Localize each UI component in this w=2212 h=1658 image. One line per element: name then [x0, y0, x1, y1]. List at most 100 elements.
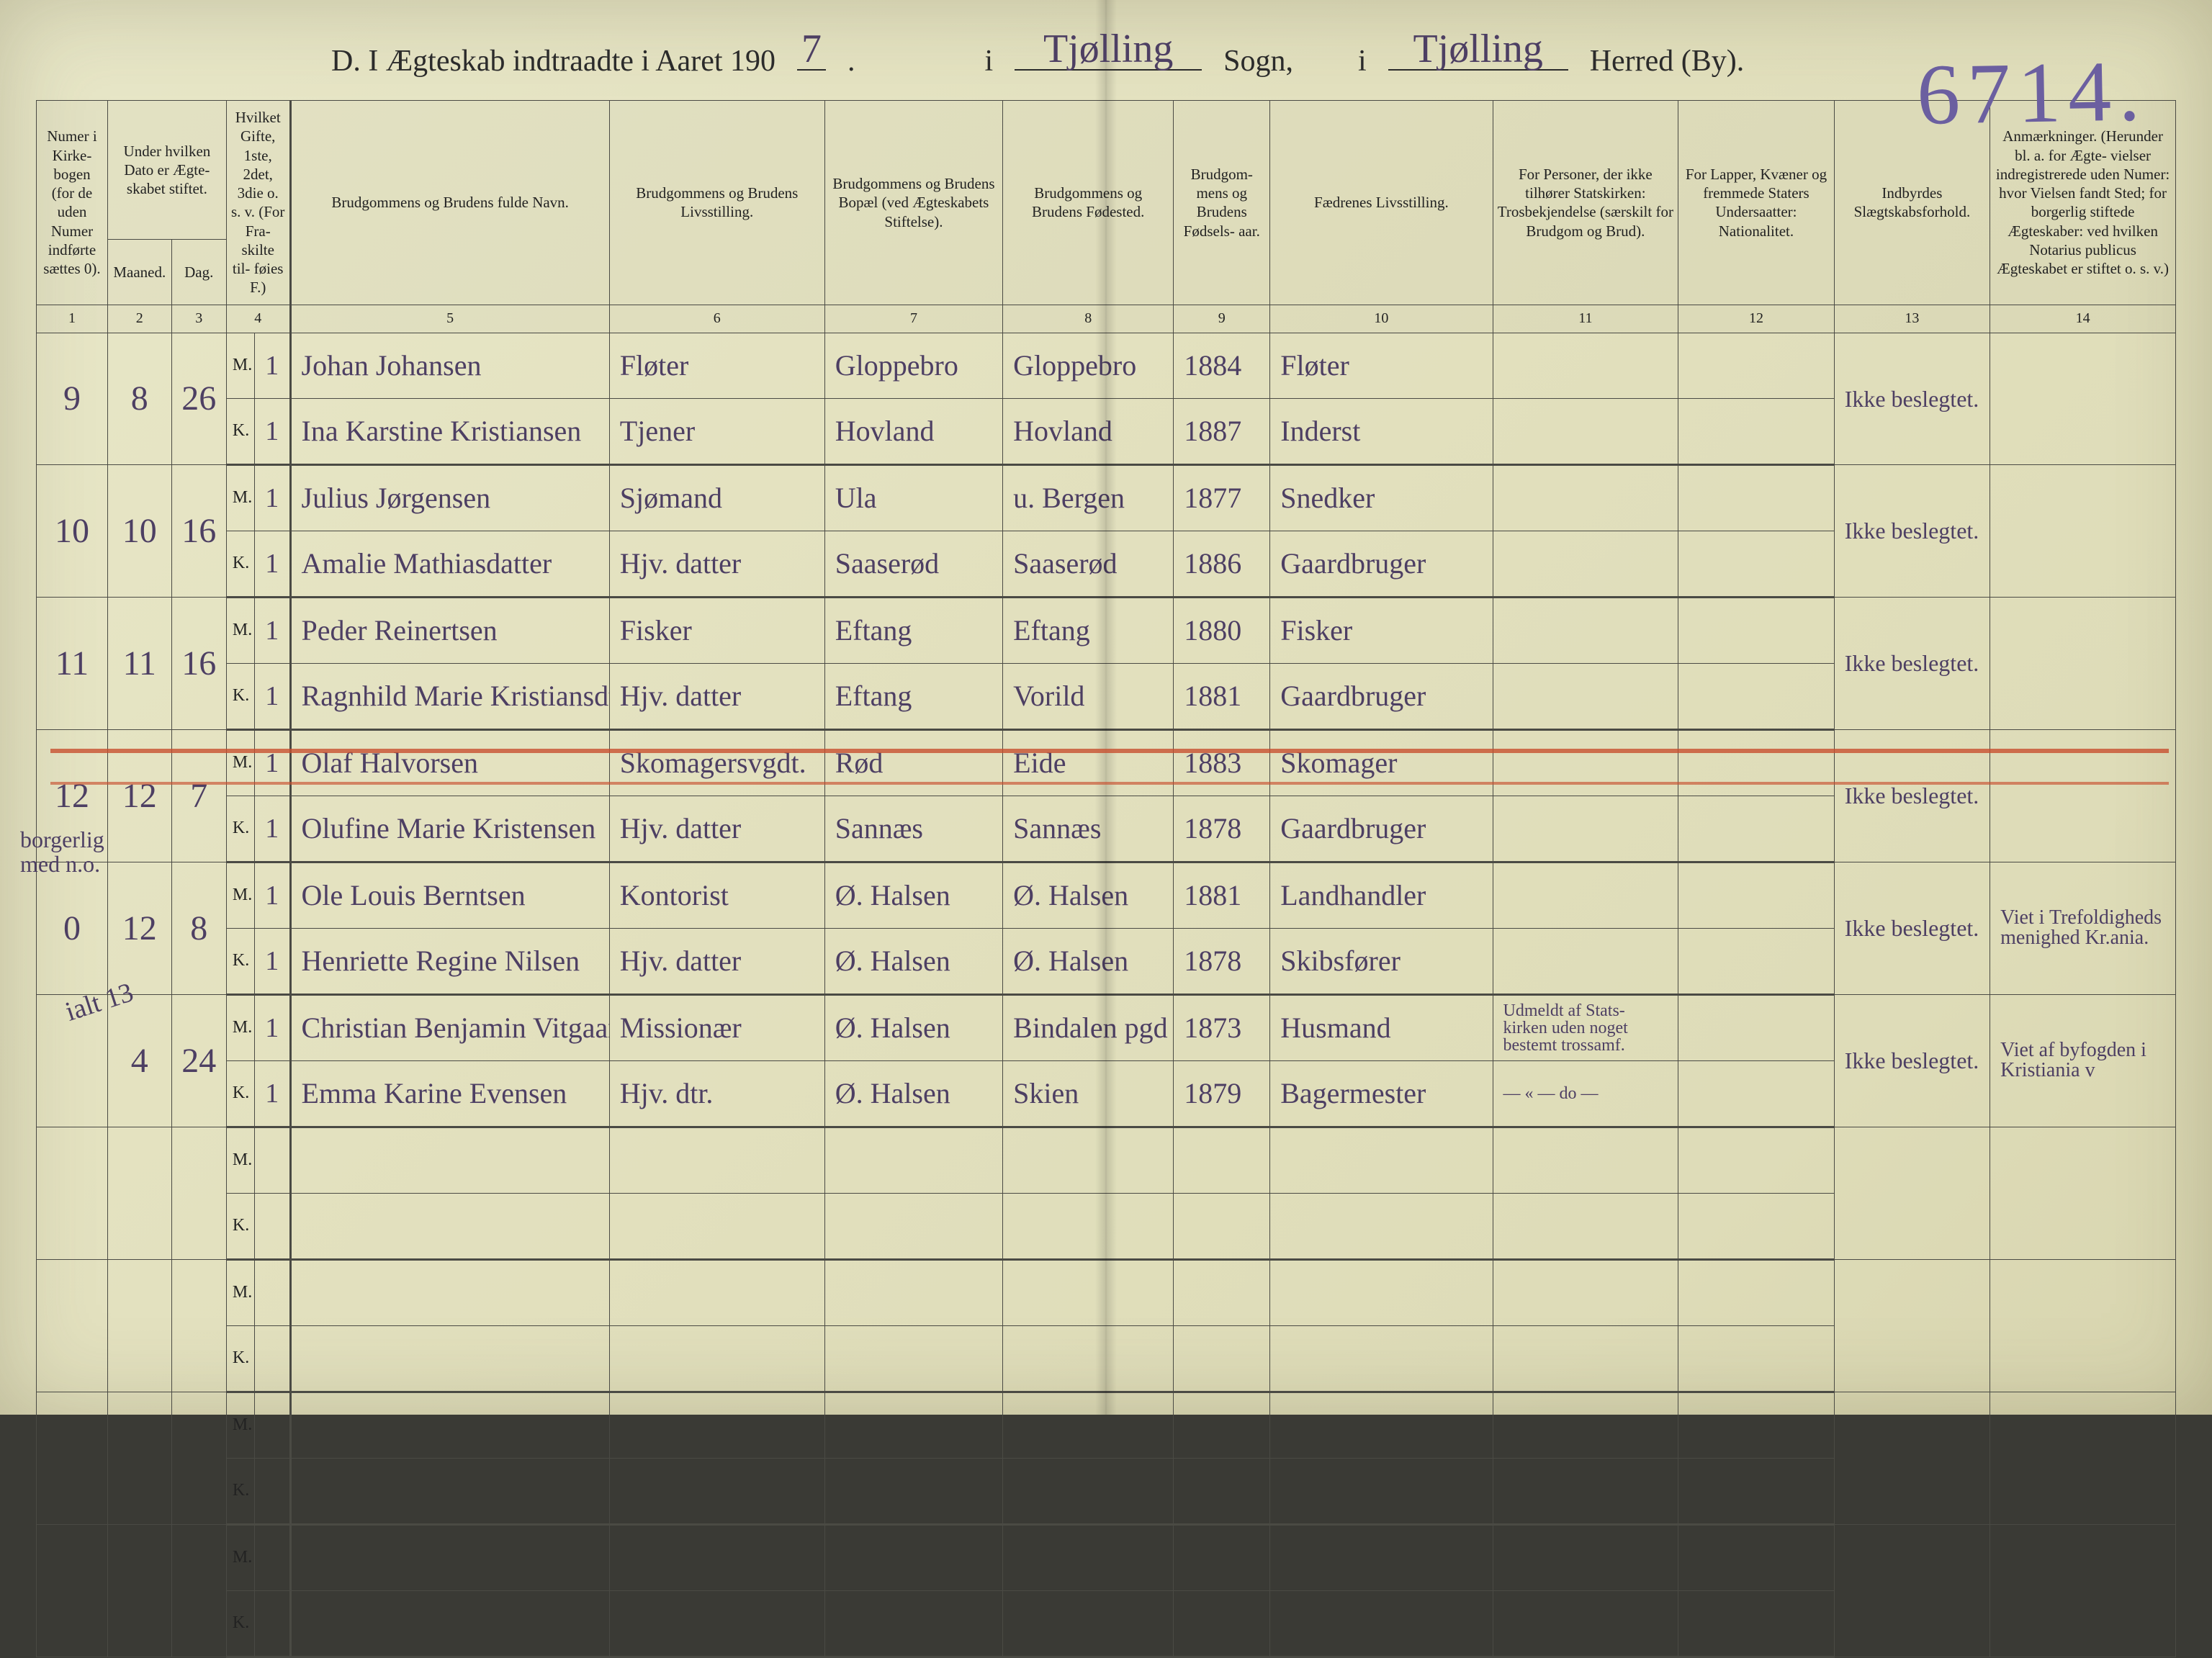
year-k: 1881 [1174, 663, 1270, 729]
blank [1678, 1193, 1834, 1259]
gifte-k: 1 [255, 1060, 290, 1127]
colnum: 3 [171, 305, 226, 333]
c11-m [1493, 729, 1678, 796]
entry-day: 24 [171, 994, 226, 1127]
c12-m [1678, 597, 1834, 663]
mk-label-k: K. [226, 398, 254, 464]
father-k: Gaardbruger [1270, 663, 1493, 729]
blank [1270, 1127, 1493, 1193]
blank [1990, 1259, 2176, 1392]
occ-k: Tjener [609, 398, 824, 464]
blank-row-m: M. [37, 1259, 2176, 1325]
blank [1834, 1524, 1990, 1657]
c12-m [1678, 333, 1834, 398]
blank [171, 1392, 226, 1524]
blank [1493, 1127, 1678, 1193]
colnum: 8 [1003, 305, 1174, 333]
c12-k [1678, 663, 1834, 729]
year-k: 1878 [1174, 928, 1270, 994]
entry-number: 10 [37, 464, 108, 597]
blank [1003, 1524, 1174, 1590]
birthplace-k: Hovland [1003, 398, 1174, 464]
year-k: 1878 [1174, 796, 1270, 862]
blank [1493, 1259, 1678, 1325]
birthplace-k: Skien [1003, 1060, 1174, 1127]
c12-k [1678, 398, 1834, 464]
entry-row-m: 424M.1Christian Benjamin Vitgaar Johnsen… [37, 994, 2176, 1060]
blank [1493, 1524, 1678, 1590]
birthplace-m: Eide [1003, 729, 1174, 796]
res-m: Ø. Halsen [824, 862, 1002, 928]
c11-k [1493, 796, 1678, 862]
mk-label-k: K. [226, 796, 254, 862]
col-9-header: Brudgom- mens og Brudens Fødsels- aar. [1174, 101, 1270, 305]
blank [1493, 1193, 1678, 1259]
colnum: 12 [1678, 305, 1834, 333]
gifte-m: 1 [255, 464, 290, 531]
sogn-value: Tjølling [1015, 26, 1202, 72]
col-5-header: Brudgommens og Brudens fulde Navn. [290, 101, 609, 305]
mk-label-k: K. [226, 663, 254, 729]
entry-row-m: 111116M.1Peder ReinertsenFiskerEftangEft… [37, 597, 2176, 663]
margin-note-left: borgerlig med n.o. [20, 828, 107, 876]
occ-k: Hjv. datter [609, 531, 824, 597]
gifte-k: 1 [255, 531, 290, 597]
blank [1493, 1325, 1678, 1392]
blank [37, 1392, 108, 1524]
birthplace-m: Ø. Halsen [1003, 862, 1174, 928]
father-k: Inderst [1270, 398, 1493, 464]
mk-label-k: K. [226, 1193, 254, 1259]
blank [290, 1193, 609, 1259]
herred-label: Herred (By). [1590, 44, 1745, 78]
title-suffix: . [848, 44, 855, 78]
c13: Ikke beslegtet. [1834, 994, 1990, 1127]
occ-m: Kontorist [609, 862, 824, 928]
blank [1990, 1127, 2176, 1259]
father-m: Fisker [1270, 597, 1493, 663]
blank [1678, 1325, 1834, 1392]
mk-label-m: M. [226, 1127, 254, 1193]
blank [1003, 1325, 1174, 1392]
year-m: 1884 [1174, 333, 1270, 398]
entry-row-m: 9826M.1Johan JohansenFløterGloppebroGlop… [37, 333, 2176, 398]
blank [107, 1127, 171, 1259]
entry-month: 12 [107, 862, 171, 994]
colnum: 7 [824, 305, 1002, 333]
blank-row-m: M. [37, 1524, 2176, 1590]
colnum: 9 [1174, 305, 1270, 333]
res-k: Sannæs [824, 796, 1002, 862]
birthplace-m: u. Bergen [1003, 464, 1174, 531]
colnum: 6 [609, 305, 824, 333]
year-k: 1879 [1174, 1060, 1270, 1127]
blank [1678, 1127, 1834, 1193]
gifte-m: 1 [255, 729, 290, 796]
name-m: Olaf Halvorsen [290, 729, 609, 796]
blank [1834, 1127, 1990, 1259]
blank [1003, 1127, 1174, 1193]
blank [1990, 1524, 2176, 1657]
name-m: Christian Benjamin Vitgaar Johnsen [290, 994, 609, 1060]
blank [1174, 1524, 1270, 1590]
occ-k: Hjv. datter [609, 663, 824, 729]
year-k: 1886 [1174, 531, 1270, 597]
blank [609, 1392, 824, 1458]
gifte-k: 1 [255, 928, 290, 994]
blank [1270, 1524, 1493, 1590]
entry-number: 11 [37, 597, 108, 729]
father-m: Fløter [1270, 333, 1493, 398]
c12-k [1678, 796, 1834, 862]
entry-day: 7 [171, 729, 226, 862]
blank [290, 1590, 609, 1657]
colnum: 14 [1990, 305, 2176, 333]
c13: Ikke beslegtet. [1834, 862, 1990, 994]
c11-k: — « — do — [1493, 1060, 1678, 1127]
blank [824, 1590, 1002, 1657]
mk-label-k: K. [226, 531, 254, 597]
blank [1003, 1193, 1174, 1259]
blank [1990, 1392, 2176, 1524]
blank [609, 1193, 824, 1259]
blank [824, 1127, 1002, 1193]
father-m: Snedker [1270, 464, 1493, 531]
c12-k [1678, 1060, 1834, 1127]
blank [824, 1392, 1002, 1458]
